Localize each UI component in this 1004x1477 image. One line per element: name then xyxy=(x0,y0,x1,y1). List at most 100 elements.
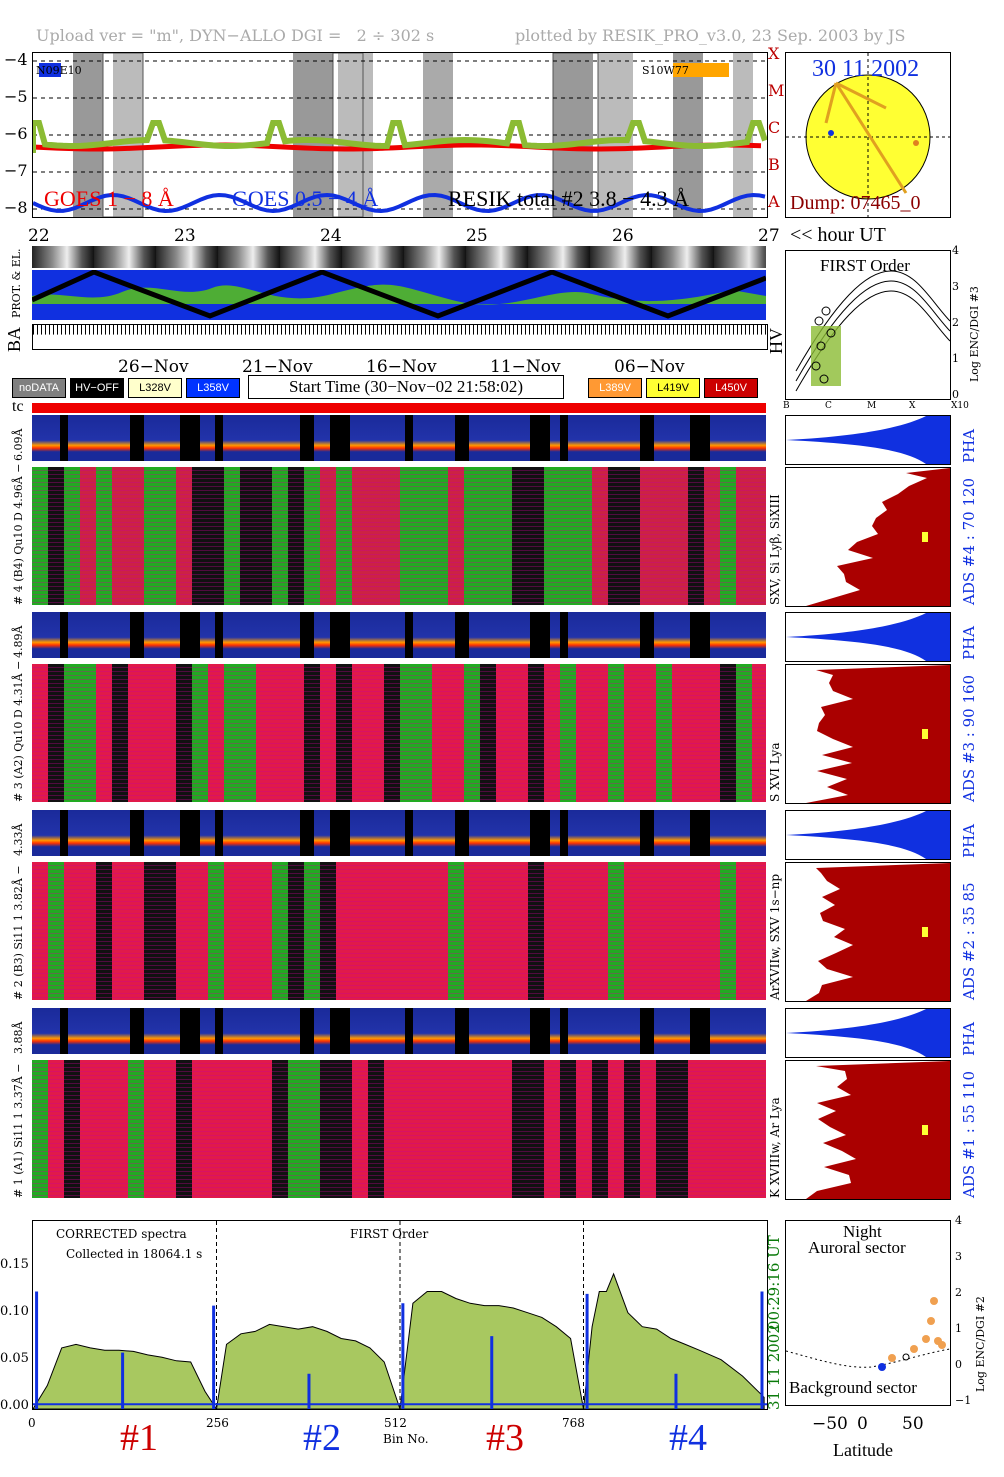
spectrum-xtick: 512 xyxy=(384,1416,407,1430)
hv-date: 21−Nov xyxy=(242,357,313,377)
latitude-title2: Auroral sector xyxy=(808,1238,906,1257)
goes-class-letter: B xyxy=(768,155,780,174)
tag-left: N09E10 xyxy=(36,64,82,77)
shade-band xyxy=(733,53,753,217)
latitude-xtick: 0 xyxy=(857,1414,868,1434)
first-order-plot xyxy=(795,270,951,392)
channel-pha_label: 4.33Å xyxy=(12,823,25,856)
goes-panel xyxy=(32,52,768,218)
hour-tick: 26 xyxy=(612,226,634,246)
latitude-ytick: 1 xyxy=(955,1322,962,1335)
sun-map xyxy=(786,53,950,217)
hv-legend-l358v: L358V xyxy=(186,378,240,398)
channel-spec_label: # 2 (B3) Si11 1 3.82Å − xyxy=(12,865,25,1000)
hv-date: 26−Nov xyxy=(118,357,189,377)
hv-label: HV xyxy=(766,328,786,354)
hv-legend-l328v: L328V xyxy=(128,378,182,398)
sun-date: 30 11 2002 xyxy=(812,56,920,82)
fo-ytick: 2 xyxy=(952,316,959,329)
latitude-title1: Night xyxy=(843,1222,882,1241)
pha-strip xyxy=(32,810,766,856)
channel-number-label: #1 xyxy=(120,1417,158,1459)
hv-date: 06−Nov xyxy=(614,357,685,377)
hv-legend-hvoff: HV−OFF xyxy=(70,378,124,398)
goes-ytick: −4 xyxy=(4,50,28,69)
fo-ytick: 0 xyxy=(952,388,959,401)
latitude-plot xyxy=(785,1297,951,1371)
goes-long-legend: GOES 1 − 8 Å xyxy=(44,186,174,211)
ba-ticks xyxy=(32,324,768,350)
spectrogram xyxy=(32,467,766,605)
spectrum-segment-1 xyxy=(33,1343,218,1409)
hour-tick: 23 xyxy=(174,226,196,246)
goes-ytick: −6 xyxy=(4,124,28,143)
channel-lines: ArXVIIw, SXV 1s−np xyxy=(768,873,782,1000)
latitude-ytick: 3 xyxy=(955,1250,962,1263)
channel-pha: PHA xyxy=(960,823,978,858)
channel-number-label: #4 xyxy=(669,1417,707,1459)
channel-lines: SXV, Si Lyβ, SiXIII xyxy=(768,494,782,605)
channel-ads: ADS #2 : 35 85 xyxy=(960,882,978,1000)
spectrum-ytick: 0.00 xyxy=(0,1398,29,1413)
plotted-by-header: plotted by RESIK_PRO_v3.0, 23 Sep. 2003 … xyxy=(515,26,906,45)
channel-ads: ADS #3 : 90 160 xyxy=(960,674,978,802)
channel-pha: PHA xyxy=(960,1021,978,1056)
goes-ytick: −5 xyxy=(4,87,28,106)
fo-ytick: 4 xyxy=(952,244,959,257)
ba-label: BA xyxy=(4,326,24,352)
latitude-panel xyxy=(785,1220,951,1406)
hatched-region xyxy=(102,53,144,217)
ads-histogram xyxy=(785,664,951,804)
ads-histogram xyxy=(785,467,951,607)
channel-pha_label: 3.88Å xyxy=(12,1021,25,1054)
channel-pha_label: 6.09Å xyxy=(12,428,25,461)
hv-date: 16−Nov xyxy=(366,357,437,377)
orbit-panel xyxy=(32,270,766,320)
latitude-ytick: 4 xyxy=(955,1214,962,1227)
spectrum-plot xyxy=(33,1221,767,1409)
goes-plot xyxy=(33,53,767,217)
channel-number-label: #2 xyxy=(303,1417,341,1459)
spectrum-xtick: 256 xyxy=(206,1416,229,1430)
spectrum-ytick: 0.05 xyxy=(0,1351,29,1366)
goes-class-letter: X xyxy=(768,44,780,63)
pha-histogram xyxy=(785,1008,951,1058)
orbit-gradient-bar xyxy=(32,246,766,268)
pha-histogram xyxy=(785,612,951,662)
spectrogram xyxy=(32,664,766,802)
tag-right: S10W77 xyxy=(642,64,689,77)
first-order-title: FIRST Order xyxy=(820,256,910,275)
bottom-spectrum-panel xyxy=(32,1220,768,1410)
goes-ytick: −7 xyxy=(4,161,28,180)
latitude-xlabel: Latitude xyxy=(833,1440,893,1460)
goes-class-letter: C xyxy=(768,118,781,137)
goes-short-legend: GOES 0.5 − 4 Å xyxy=(232,186,379,211)
goes-ytick: −8 xyxy=(4,198,28,217)
orbit-left-label: PROT. & EL. xyxy=(10,248,23,318)
fo-xtick: X xyxy=(909,401,916,411)
latitude-xtick: −50 xyxy=(812,1414,848,1434)
channel-pha_label: 4.89Å xyxy=(12,625,25,658)
channel-spec_label: # 3 (A2) Qu10 D 4.31Å − xyxy=(12,660,25,802)
resik-legend: RESIK total #2 3.8 − 4.3 Å xyxy=(448,186,689,211)
latitude-ytick: 2 xyxy=(955,1286,962,1299)
tag-right-box xyxy=(673,63,729,77)
goes-class-letter: A xyxy=(768,192,780,211)
channel-spec_label: # 1 (A1) Si11 1 3.37Å − xyxy=(12,1063,25,1198)
channel-spec_label: # 4 (B4) Qu10 D 4.96Å − xyxy=(12,463,25,605)
hour-tick: 27 xyxy=(758,226,780,246)
fo-ytick: 3 xyxy=(952,280,959,293)
channel-lines: S XVI Lya xyxy=(768,742,782,803)
start-time: Start Time (30−Nov−02 21:58:02) xyxy=(248,375,564,399)
first-order-ylabel: Log ENC/DGI #3 xyxy=(968,286,981,382)
pha-strip xyxy=(32,612,766,658)
tag-left-box xyxy=(39,63,61,77)
side-date: 31 11 2002 xyxy=(765,1324,783,1410)
spectrum-text3: FIRST Order xyxy=(350,1227,429,1241)
spectrum-ytick: 0.15 xyxy=(0,1257,29,1272)
hour-tick: 25 xyxy=(466,226,488,246)
ads-histogram xyxy=(785,862,951,1002)
hv-legend-nodata: noDATA xyxy=(12,378,66,398)
fo-xtick: X10 xyxy=(951,401,969,411)
spectrum-text2: Collected in 18064.1 s xyxy=(66,1247,203,1261)
